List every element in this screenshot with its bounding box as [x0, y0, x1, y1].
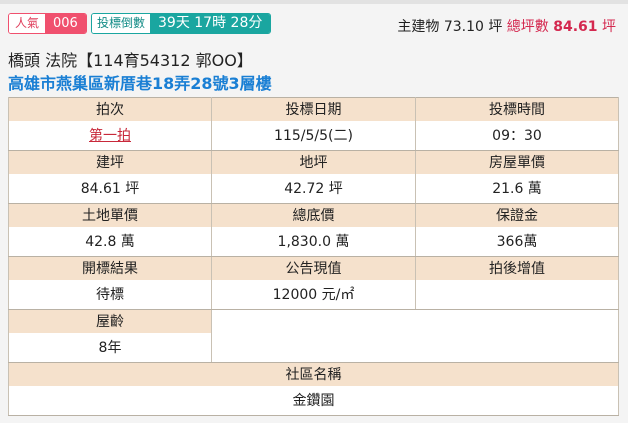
cell-value: 21.6 萬 [415, 173, 619, 204]
main-building-value: 73.10 坪 [443, 19, 503, 35]
countdown-value: 39天 17時 28分 [150, 14, 271, 33]
cell-value: 1,830.0 萬 [211, 226, 416, 257]
cell-value: 12000 元/㎡ [211, 279, 416, 310]
cell-header: 屋齡 [8, 309, 212, 333]
cell-header: 投標時間 [415, 97, 619, 121]
cell-value: 8年 [8, 332, 212, 363]
cell-header: 投標日期 [211, 97, 416, 121]
cell-header: 公告現值 [211, 256, 416, 280]
cell-header: 房屋單價 [415, 150, 619, 174]
total-area-unit: 坪 [602, 19, 616, 35]
cell-header: 保證金 [415, 203, 619, 227]
empty-cell [211, 309, 619, 363]
round-link[interactable]: 第一拍 [89, 128, 131, 145]
top-strip [0, 0, 628, 4]
main-building-label: 主建物 [397, 19, 440, 35]
cell-value: 第一拍 [8, 120, 212, 151]
cell-header: 拍後增值 [415, 256, 619, 280]
cell-value: 金鑽園 [8, 385, 619, 416]
countdown-label: 投標倒數 [92, 14, 151, 33]
cell-value [415, 279, 619, 310]
cell-value: 09：30 [415, 120, 619, 151]
cell-value: 84.61 坪 [8, 173, 212, 204]
countdown-badge: 投標倒數 39天 17時 28分 [91, 13, 272, 34]
case-title: 橋頭 法院【114育54312 郭OO】 [8, 51, 253, 70]
cell-header: 開標結果 [8, 256, 212, 280]
cell-value: 366萬 [415, 226, 619, 257]
cell-header: 社區名稱 [8, 362, 619, 386]
cell-value: 待標 [8, 279, 212, 310]
popularity-label: 人氣 [9, 14, 46, 33]
cell-header: 拍次 [8, 97, 212, 121]
cell-value: 42.8 萬 [8, 226, 212, 257]
total-area-label: 總坪數 [506, 19, 549, 35]
total-area-value: 84.61 [553, 19, 598, 35]
popularity-value: 006 [45, 14, 86, 33]
cell-value: 42.72 坪 [211, 173, 416, 204]
address: 高雄市燕巢區新厝巷18弄28號3層樓 [8, 74, 272, 93]
cell-header: 土地單價 [8, 203, 212, 227]
cell-header: 建坪 [8, 150, 212, 174]
cell-header: 地坪 [211, 150, 416, 174]
cell-header: 總底價 [211, 203, 416, 227]
area-summary: 主建物 73.10 坪 總坪數 84.61 坪 [397, 16, 616, 36]
cell-value: 115/5/5(二) [211, 120, 416, 151]
popularity-badge: 人氣 006 [8, 13, 87, 34]
auction-info-table: 拍次 投標日期 投標時間第一拍 115/5/5(二) 09：30 建坪 地坪 房屋單價 84.6… [8, 97, 619, 416]
